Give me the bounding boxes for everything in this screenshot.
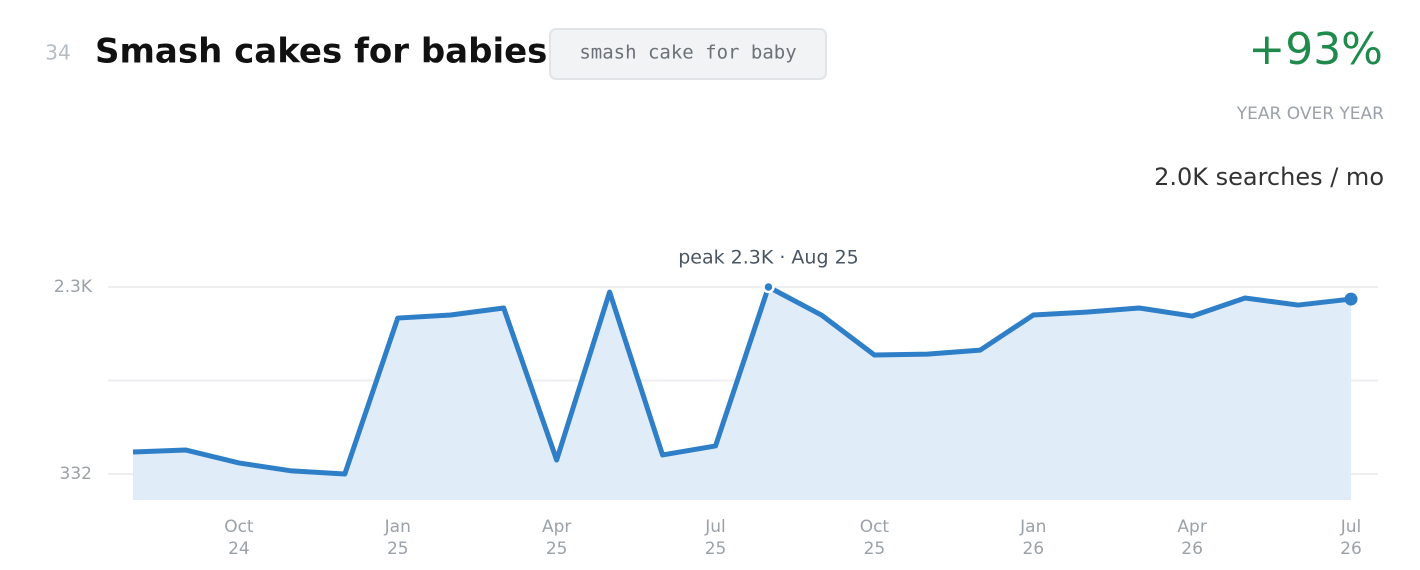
line (132, 284, 1352, 477)
x-tick-label: 25 (387, 539, 409, 559)
volume: 2.0K searches / mo (1154, 163, 1384, 191)
title: Smash cakes for babies (95, 32, 547, 72)
x-tick-label: 25 (546, 539, 568, 559)
x-tick-label: 25 (864, 539, 886, 559)
x-tick-label: 24 (228, 539, 250, 559)
x-tick-label: Jan (384, 517, 411, 537)
keyword-chip (549, 28, 827, 80)
x-tick-label: 26 (1181, 539, 1203, 559)
last-point (1344, 292, 1358, 306)
x-tick-label: Oct (860, 517, 890, 537)
x-tick-label: Oct (224, 517, 254, 537)
x-tick-label: 25 (705, 539, 727, 559)
growth-label: YEAR OVER YEAR (1236, 104, 1384, 124)
x-tick-label: Apr (1177, 517, 1206, 537)
rank: 34 (45, 41, 70, 65)
keyword: smash cake for baby (579, 42, 796, 64)
y-tick-label: 2.3K (54, 277, 93, 297)
x-tick-label: Jul (1340, 517, 1362, 537)
y-tick-label: 332 (60, 464, 92, 484)
x-tick-label: 26 (1022, 539, 1044, 559)
growth: +93% (1248, 24, 1383, 75)
x-tick-label: Jul (704, 517, 726, 537)
peak-annotation: peak 2.3K · Aug 25 (678, 247, 859, 269)
x-tick-label: 26 (1340, 539, 1362, 559)
peak-marker (762, 280, 775, 294)
x-tick-label: Apr (542, 517, 571, 537)
area (133, 287, 1351, 500)
x-tick-label: Jan (1019, 517, 1046, 537)
